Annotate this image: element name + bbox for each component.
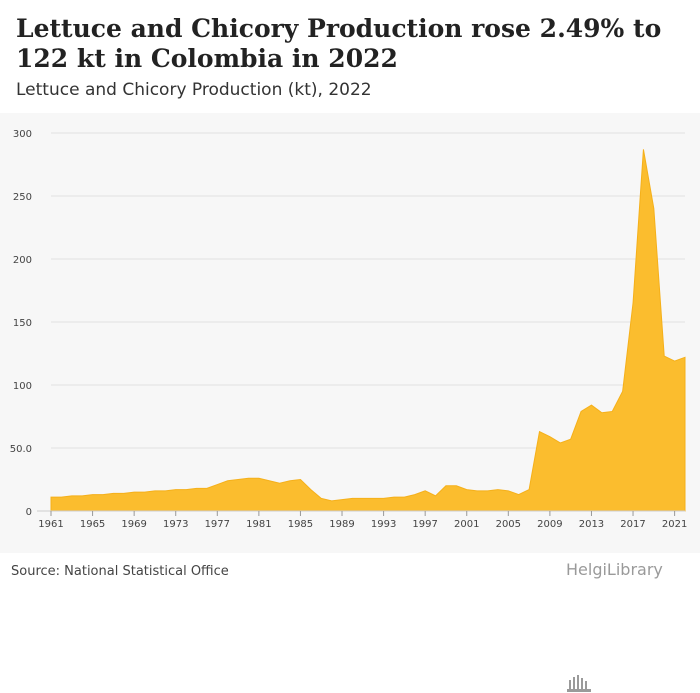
- chart-header: Lettuce and Chicory Production rose 2.49…: [0, 0, 700, 113]
- x-tick-label: 1973: [163, 519, 188, 530]
- chart-subtitle: Lettuce and Chicory Production (kt), 202…: [16, 80, 372, 100]
- y-tick-label: 100: [13, 381, 32, 392]
- y-tick-label: 250: [13, 192, 32, 203]
- source-note: Source: National Statistical Office: [11, 564, 229, 579]
- x-tick-label: 1981: [246, 519, 271, 530]
- x-tick-label: 1977: [205, 519, 230, 530]
- x-tick-label: 2017: [620, 519, 645, 530]
- logo-text: HelgiLibrary: [566, 560, 663, 579]
- x-tick-label: 1993: [371, 519, 396, 530]
- x-tick-label: 2013: [579, 519, 604, 530]
- y-tick-label: 150: [13, 318, 32, 329]
- y-tick-label: 50.0: [10, 444, 32, 455]
- x-tick-label: 1989: [329, 519, 354, 530]
- x-tick-label: 2005: [496, 519, 521, 530]
- area-series: [51, 149, 685, 511]
- helgi-library-logo[interactable]: HelgiLibrary: [566, 560, 663, 584]
- y-tick-label: 200: [13, 255, 32, 266]
- chart-title: Lettuce and Chicory Production rose 2.49…: [16, 14, 696, 74]
- x-tick-label: 1969: [121, 519, 146, 530]
- x-tick-label: 2021: [662, 519, 687, 530]
- x-tick-label: 2009: [537, 519, 562, 530]
- y-tick-label: 300: [13, 129, 32, 140]
- x-tick-label: 2001: [454, 519, 479, 530]
- x-tick-label: 1961: [38, 519, 63, 530]
- y-tick-label: 0: [26, 507, 32, 518]
- area-chart: 0 50.0 100 150 200 250 300 1961 1965 1969 1973 1977…: [0, 113, 700, 553]
- area-series-production: [51, 149, 685, 511]
- x-tick-label: 1997: [412, 519, 437, 530]
- x-tick-label: 1965: [80, 519, 105, 530]
- x-tick-label: 1985: [288, 519, 313, 530]
- library-building-icon: [566, 673, 592, 693]
